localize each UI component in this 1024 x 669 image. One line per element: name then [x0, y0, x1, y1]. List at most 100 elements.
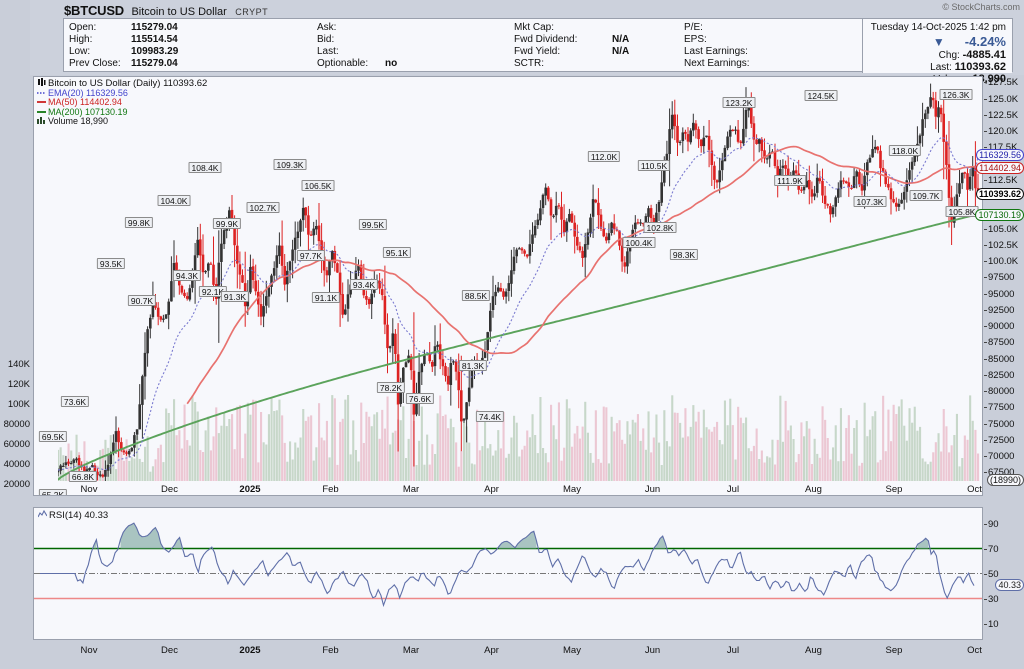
volume-axis-tick: 120K — [7, 379, 30, 390]
price-axis-tick: 112.5K — [983, 174, 1018, 186]
volume-axis-tick: 20000 — [3, 479, 30, 490]
price-callout: 104.0K — [157, 195, 191, 206]
quote-row-ask: Ask: — [317, 22, 397, 34]
quote-row-fwd-yield: Fwd Yield: N/A — [514, 46, 629, 58]
volume-y-axis: 140K 120K 100K 80000 60000 40000 20000 — [0, 76, 33, 496]
quote-row-next-earnings: Next Earnings: — [684, 58, 750, 70]
x-axis-date-label: Oct — [967, 645, 982, 656]
rsi-axis-tick: 10 — [984, 618, 999, 630]
rsi-axis-tick: 90 — [984, 518, 999, 530]
quote-row-pe: P/E: — [684, 22, 750, 34]
price-axis-tick: 122.5K — [983, 109, 1019, 121]
rsi-axis-tick: 50 — [984, 568, 999, 580]
price-callout: 73.6K — [60, 396, 90, 407]
price-callout: 109.7K — [909, 190, 943, 201]
quote-row-high: High: 115514.54 — [69, 34, 178, 46]
price-axis-tick: 87500 — [983, 337, 1015, 349]
quote-column-ohlc: Open: 115279.04 High: 115514.54 Low: 109983… — [69, 22, 178, 70]
high-value: 115514.54 — [131, 34, 178, 45]
price-callout: 98.3K — [669, 249, 699, 260]
price-callout: 118.0K — [888, 145, 922, 156]
price-callout: 107.3K — [853, 196, 887, 207]
price-axis-tick: 102.5K — [983, 239, 1019, 251]
open-value: 115279.04 — [131, 22, 178, 33]
legend-row-ma200: MA(200) 107130.19 — [37, 107, 207, 117]
price-axis-tick: 75000 — [983, 418, 1015, 430]
price-callout: 97.7K — [296, 250, 326, 261]
price-callout: 112.0K — [587, 151, 621, 162]
rsi-axis-tick: 30 — [984, 593, 999, 605]
x-axis-date-label: Oct — [967, 484, 982, 495]
x-axis-date-label: 2025 — [239, 645, 261, 656]
price-callout: 106.5K — [301, 180, 335, 191]
price-callout: 102.8K — [643, 222, 677, 233]
volume-axis-tick: 140K — [7, 359, 30, 370]
volume-axis-tick: 80000 — [3, 419, 30, 430]
price-callout: 76.6K — [405, 393, 435, 404]
price-axis-tick: 105.0K — [983, 223, 1019, 235]
price-callout: 99.9K — [212, 218, 242, 229]
ma50-price-tag: 114402.94 — [976, 161, 1024, 174]
green-line-icon — [37, 107, 48, 115]
quote-change-percent-row: ▼ -4.24% — [863, 34, 1006, 49]
optionable-label: Optionable: — [317, 58, 369, 69]
chart-title-row: $BTCUSD Bitcoin to US Dollar CRYPT — [64, 2, 269, 18]
x-axis-date-label: Sep — [885, 484, 903, 495]
price-callout: 78.2K — [376, 382, 406, 393]
price-axis-tick: 120.0K — [983, 126, 1019, 138]
chart-legend: Bitcoin to US Dollar (Daily) 110393.62 E… — [37, 78, 207, 126]
rsi-x-axis: Nov Dec 2025 Feb Mar Apr May Jun Jul Aug Sep Oct — [33, 645, 983, 659]
x-axis-date-label: Feb — [322, 645, 339, 656]
price-axis-tick: 117.5K — [983, 142, 1018, 154]
fwd-yield-label: Fwd Yield: — [514, 46, 561, 57]
quote-timestamp: Tuesday 14-Oct-2025 1:42 pm — [870, 22, 1006, 33]
price-axis-tick: 67500 — [983, 467, 1015, 479]
price-callout: 94.3K — [172, 270, 202, 281]
ask-label: Ask: — [317, 22, 337, 33]
quote-row-optionable: Optionable: no — [317, 58, 397, 70]
price-x-axis: Nov Dec 2025 Feb Mar Apr May Jun Jul Aug Sep Oct — [33, 484, 983, 498]
quote-live-panel: Tuesday 14-Oct-2025 1:42 pm ▼ -4.24% Chg:… — [862, 19, 1012, 85]
red-line-icon — [37, 97, 48, 105]
price-y-axis: 127.5K 125.0K 122.5K 120.0K 117.5K 112.5K 105.… — [975, 76, 1024, 496]
price-callout: 88.5K — [461, 290, 491, 301]
chg-label: Chg: — [938, 50, 960, 61]
price-callout: 124.5K — [804, 90, 838, 101]
quote-column-earnings: P/E: EPS: Last Earnings: Next Earnings: — [684, 22, 750, 70]
legend-ma50-label: MA(50) 114402.94 — [48, 97, 122, 108]
x-axis-date-label: Jul — [726, 645, 740, 656]
x-axis-date-label: Feb — [322, 484, 339, 495]
x-axis-date-label: 2025 — [239, 484, 261, 495]
price-callout: 91.1K — [311, 292, 341, 303]
rsi-svg-canvas — [34, 522, 982, 608]
ticker-exchange: CRYPT — [235, 7, 269, 17]
rsi-value-tag: 40.33 — [995, 578, 1024, 591]
change-percent-value: -4.24% — [964, 34, 1006, 49]
sctr-label: SCTR: — [514, 58, 544, 69]
volume-axis-tick: 40000 — [3, 459, 30, 470]
price-callout: 81.3K — [458, 360, 488, 371]
quote-last-row: Last: 110393.62 — [863, 61, 1006, 73]
legend-row-volume: Volume 18,990 — [37, 116, 207, 126]
quote-row-open: Open: 115279.04 — [69, 22, 178, 34]
quote-row-sctr: SCTR: — [514, 58, 629, 70]
chg-value: -4885.41 — [962, 49, 1006, 61]
price-chart-panel[interactable]: Bitcoin to US Dollar (Daily) 110393.62 E… — [33, 76, 983, 496]
price-callout: 69.5K — [38, 431, 68, 442]
rsi-chart-panel[interactable]: RSI(14) 40.33 — [33, 507, 983, 640]
x-axis-date-label: Dec — [161, 645, 178, 656]
quote-row-last-earnings: Last Earnings: — [684, 46, 750, 58]
low-value: 109983.29 — [131, 46, 179, 57]
price-axis-tick: 82500 — [983, 369, 1015, 381]
price-plot-area[interactable] — [58, 77, 982, 481]
ticker-name: Bitcoin to US Dollar — [131, 6, 227, 18]
price-callout: 123.2K — [722, 97, 756, 108]
last-label: Last: — [317, 46, 339, 57]
price-callout: 110.5K — [637, 160, 671, 171]
pe-label: P/E: — [684, 22, 703, 33]
volume-tag: (18990) — [986, 474, 1024, 486]
live-last-value: 110393.62 — [954, 61, 1006, 73]
legend-ma200-label: MA(200) 107130.19 — [48, 106, 128, 117]
high-label: High: — [69, 34, 93, 45]
